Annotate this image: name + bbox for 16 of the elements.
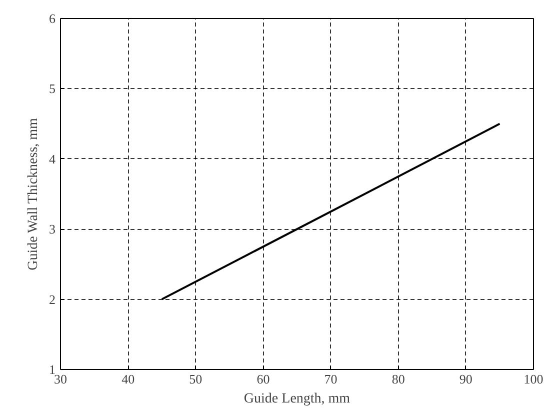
y-tick-label: 4 (49, 151, 56, 166)
x-tick-label: 30 (54, 372, 67, 386)
y-tick-label: 5 (49, 81, 56, 96)
x-tick-label: 40 (122, 372, 135, 386)
x-tick-label: 50 (189, 372, 202, 386)
x-tick-label: 60 (256, 372, 270, 386)
x-tick-label: 100 (524, 372, 544, 386)
y-axis-title: Guide Wall Thickness, mm (26, 118, 41, 270)
x-axis-title: Guide Length, mm (244, 392, 350, 406)
x-tick-label: 80 (392, 372, 405, 386)
y-tick-label: 3 (49, 222, 56, 237)
y-tick-label: 6 (49, 11, 56, 26)
y-tick-label: 2 (49, 292, 56, 307)
x-tick-label: 70 (324, 372, 338, 386)
x-tick-label: 90 (459, 372, 472, 386)
y-tick-label: 1 (49, 362, 56, 377)
